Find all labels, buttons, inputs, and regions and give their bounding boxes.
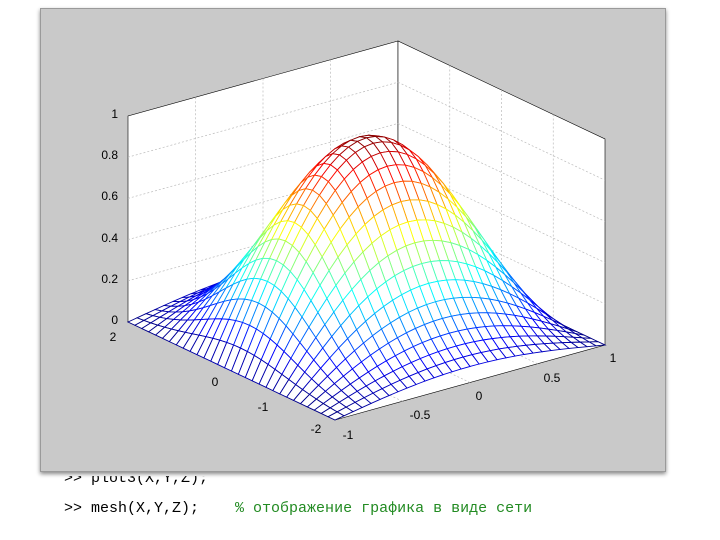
x-tick-label: -0.5 [410, 408, 431, 422]
z-tick-label: 0.8 [101, 148, 118, 162]
y-tick-label: 0 [212, 375, 219, 389]
x-tick-label: 0 [476, 389, 483, 403]
y-tick-label: -2 [311, 422, 322, 436]
z-tick-label: 0.4 [101, 231, 118, 245]
x-tick-label: -1 [343, 428, 354, 442]
console-line: >> plot3(X,Y,Z); [64, 470, 209, 487]
x-tick-label: 1 [610, 351, 617, 365]
z-tick-label: 0.6 [101, 189, 118, 203]
console-line: >> mesh(X,Y,Z); % отображение графика в … [64, 500, 532, 517]
z-tick-label: 0 [111, 313, 118, 327]
grid-line [127, 123, 399, 199]
comment: % отображение графика в виде сети [235, 500, 533, 517]
x-tick-label: 0.5 [544, 371, 561, 385]
mesh [126, 134, 607, 421]
mesh-cell [327, 411, 345, 421]
command: >> mesh(X,Y,Z); [64, 500, 200, 517]
y-tick-label: 2 [110, 330, 117, 344]
z-tick-label: 1 [111, 107, 118, 121]
z-tick-label: 0.2 [101, 272, 118, 286]
y-tick-label: -1 [258, 400, 269, 414]
